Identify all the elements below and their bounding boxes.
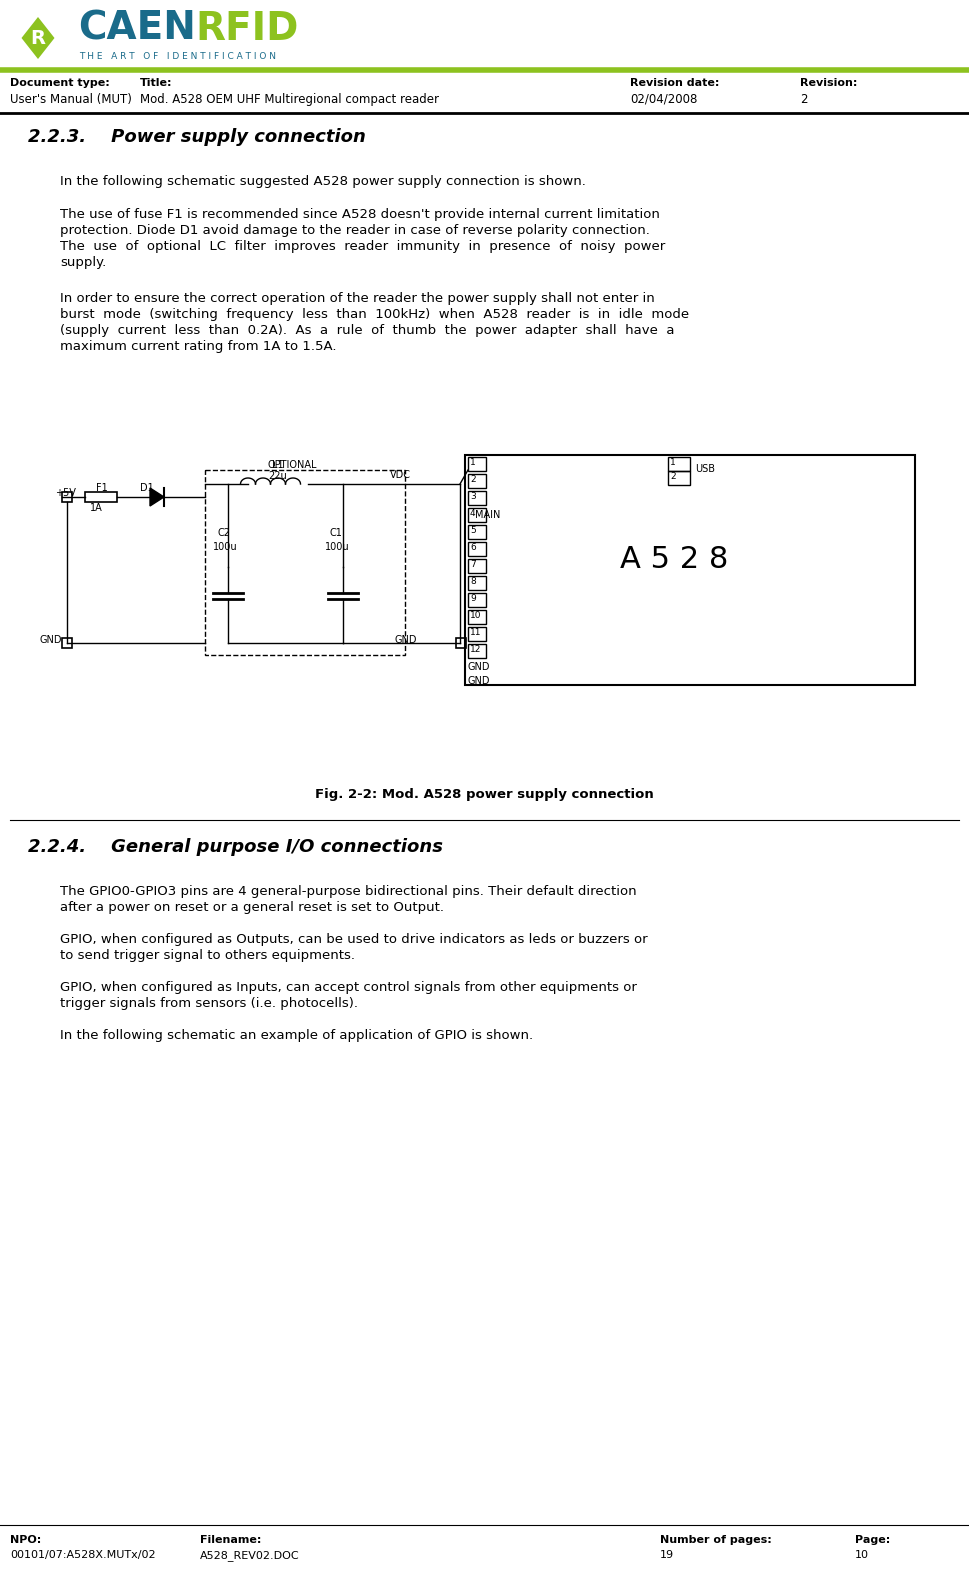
Text: GND: GND [40, 635, 62, 646]
Text: 19: 19 [660, 1550, 674, 1559]
Text: 9: 9 [470, 594, 476, 603]
Bar [468, 594, 486, 606]
Bar [85, 491, 117, 502]
Text: NPO:: NPO: [10, 1536, 42, 1545]
Text: 1A: 1A [90, 502, 103, 513]
Text: 11: 11 [470, 628, 482, 636]
Text: Document type:: Document type: [10, 79, 109, 88]
Text: The  use  of  optional  LC  filter  improves  reader  immunity  in  presence  of: The use of optional LC filter improves r… [60, 239, 666, 254]
Text: L1: L1 [272, 460, 284, 469]
Text: RFID: RFID [195, 9, 298, 47]
Bar [468, 457, 486, 471]
Bar [668, 457, 690, 471]
Text: 10: 10 [470, 611, 482, 621]
Text: 7: 7 [470, 561, 476, 569]
Text: after a power on reset or a general reset is set to Output.: after a power on reset or a general rese… [60, 901, 444, 914]
Text: 2.2.4.    General purpose I/O connections: 2.2.4. General purpose I/O connections [28, 838, 443, 855]
Bar [468, 474, 486, 488]
Text: 1: 1 [670, 458, 675, 468]
Bar [468, 559, 486, 573]
Text: USB: USB [695, 465, 715, 474]
Text: C1: C1 [330, 528, 343, 539]
Bar [465, 455, 915, 685]
Text: The GPIO0-GPIO3 pins are 4 general-purpose bidirectional pins. Their default dir: The GPIO0-GPIO3 pins are 4 general-purpo… [60, 885, 637, 898]
Text: R: R [30, 28, 46, 47]
Text: In the following schematic suggested A528 power supply connection is shown.: In the following schematic suggested A52… [60, 175, 586, 187]
Bar [468, 644, 486, 658]
Text: VDC: VDC [390, 469, 411, 480]
Text: to send trigger signal to others equipments.: to send trigger signal to others equipme… [60, 950, 355, 962]
Text: 02/04/2008: 02/04/2008 [630, 93, 698, 106]
Bar [468, 524, 486, 539]
Text: +5V: +5V [55, 488, 76, 498]
Text: maximum current rating from 1A to 1.5A.: maximum current rating from 1A to 1.5A. [60, 340, 336, 353]
Text: 2: 2 [670, 472, 675, 480]
Text: 5: 5 [470, 526, 476, 536]
Text: 1: 1 [470, 458, 476, 468]
Bar [468, 576, 486, 591]
Text: supply.: supply. [60, 257, 107, 269]
Bar [62, 638, 72, 647]
Text: C2: C2 [218, 528, 231, 539]
Text: CAEN: CAEN [78, 9, 196, 47]
Text: 22u: 22u [268, 471, 288, 480]
Text: protection. Diode D1 avoid damage to the reader in case of reverse polarity conn: protection. Diode D1 avoid damage to the… [60, 224, 650, 236]
Text: GND: GND [468, 676, 490, 687]
Text: 12: 12 [470, 646, 482, 654]
Text: OPTIONAL: OPTIONAL [268, 460, 318, 469]
Text: 2: 2 [470, 476, 476, 484]
Polygon shape [21, 17, 54, 58]
Polygon shape [150, 488, 164, 506]
Text: 10: 10 [855, 1550, 869, 1559]
Text: Revision:: Revision: [800, 79, 858, 88]
Text: GND: GND [395, 635, 418, 646]
Text: Number of pages:: Number of pages: [660, 1536, 771, 1545]
Text: User's Manual (MUT): User's Manual (MUT) [10, 93, 132, 106]
Text: GPIO, when configured as Inputs, can accept control signals from other equipment: GPIO, when configured as Inputs, can acc… [60, 981, 637, 994]
Bar [205, 469, 405, 655]
Bar [468, 610, 486, 624]
Bar [468, 491, 486, 506]
Text: Filename:: Filename: [200, 1536, 262, 1545]
Text: Title:: Title: [140, 79, 172, 88]
Text: 2.2.3.    Power supply connection: 2.2.3. Power supply connection [28, 128, 366, 146]
Text: 8: 8 [470, 576, 476, 586]
Text: burst  mode  (switching  frequency  less  than  100kHz)  when  A528  reader  is : burst mode (switching frequency less tha… [60, 309, 689, 321]
Text: A528_REV02.DOC: A528_REV02.DOC [200, 1550, 299, 1561]
Text: 6: 6 [470, 543, 476, 551]
Text: trigger signals from sensors (i.e. photocells).: trigger signals from sensors (i.e. photo… [60, 997, 358, 1010]
Text: 4: 4 [470, 509, 476, 518]
Bar [468, 509, 486, 521]
Text: F1: F1 [96, 484, 108, 493]
Text: T H E   A R T   O F   I D E N T I F I C A T I O N: T H E A R T O F I D E N T I F I C A T I … [79, 52, 276, 61]
Text: The use of fuse F1 is recommended since A528 doesn't provide internal current li: The use of fuse F1 is recommended since … [60, 208, 660, 221]
Text: In order to ensure the correct operation of the reader the power supply shall no: In order to ensure the correct operation… [60, 291, 655, 306]
Text: (supply  current  less  than  0.2A).  As  a  rule  of  thumb  the  power  adapte: (supply current less than 0.2A). As a ru… [60, 324, 674, 337]
Text: Page:: Page: [855, 1536, 891, 1545]
Text: 100u: 100u [325, 542, 350, 551]
Bar [456, 638, 466, 647]
Text: Mod. A528 OEM UHF Multiregional compact reader: Mod. A528 OEM UHF Multiregional compact … [140, 93, 439, 106]
Text: A 5 2 8: A 5 2 8 [620, 545, 729, 573]
Text: 00101/07:A528X.MUTx/02: 00101/07:A528X.MUTx/02 [10, 1550, 156, 1559]
Bar [668, 471, 690, 485]
Text: GND: GND [468, 662, 490, 673]
Bar [468, 627, 486, 641]
Text: D1: D1 [140, 484, 154, 493]
Text: GPIO, when configured as Outputs, can be used to drive indicators as leds or buz: GPIO, when configured as Outputs, can be… [60, 932, 647, 947]
Text: 3: 3 [470, 491, 476, 501]
Text: 2: 2 [800, 93, 807, 106]
Bar [62, 491, 72, 502]
Text: In the following schematic an example of application of GPIO is shown.: In the following schematic an example of… [60, 1028, 533, 1043]
Text: 100u: 100u [213, 542, 237, 551]
Bar [468, 542, 486, 556]
Text: Fig. 2-2: Mod. A528 power supply connection: Fig. 2-2: Mod. A528 power supply connect… [315, 788, 653, 802]
Text: Revision date:: Revision date: [630, 79, 719, 88]
Text: MAIN: MAIN [475, 510, 500, 520]
